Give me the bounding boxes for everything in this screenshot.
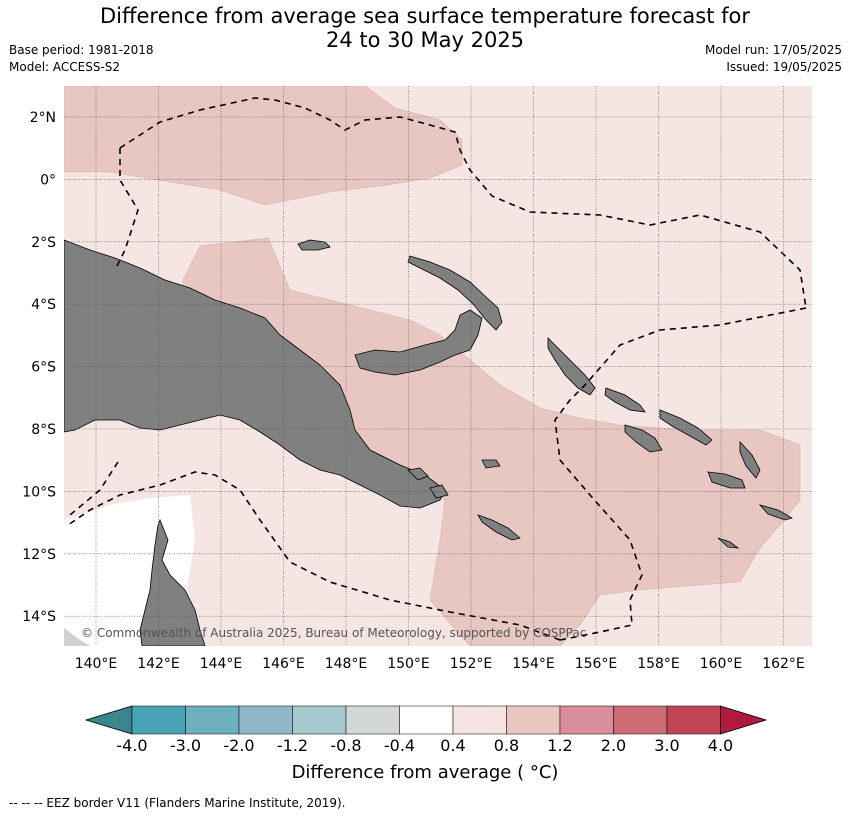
colorbar-segment	[559, 705, 614, 735]
colorbar-segment	[238, 705, 293, 735]
australia-land	[139, 518, 206, 646]
colorbar-extend-low	[84, 705, 133, 735]
longitude-label: 160°E	[700, 656, 743, 672]
base-period: Base period: 1981-2018	[9, 43, 154, 57]
colorbar-segment	[452, 705, 507, 735]
new-britain-land	[354, 309, 483, 376]
colorbar-tick-label: 2.0	[601, 736, 626, 755]
meta-right: Model run: 17/05/2025 Issued: 19/05/2025	[705, 42, 842, 76]
longitude-label: 158°E	[637, 656, 680, 672]
longitude-label: 154°E	[512, 656, 555, 672]
longitude-labels: 140°E 142°E 144°E 146°E 148°E 150°E 152°E 154°E…	[75, 656, 805, 672]
colorbar-tick-label: -1.2	[277, 736, 308, 755]
model-name: Model: ACCESS-S2	[9, 60, 121, 74]
latitude-label: 4°S	[31, 297, 56, 313]
model-run: Model run: 17/05/2025	[704, 43, 842, 57]
latitude-label: 10°S	[22, 484, 56, 500]
longitude-label: 142°E	[137, 656, 180, 672]
eez-footnote: -- -- -- EEZ border V11 (Flanders Marine…	[9, 796, 346, 810]
new-ireland-land	[407, 255, 503, 331]
latitude-label: 8°S	[31, 422, 56, 438]
map-title: Difference from average sea surface temp…	[0, 4, 850, 52]
longitude-label: 156°E	[575, 656, 618, 672]
latitude-label: 12°S	[22, 547, 56, 563]
map-graticule	[64, 86, 812, 646]
manus-land	[297, 239, 331, 251]
colorbar-segment	[345, 705, 400, 735]
colorbar-segment	[131, 705, 186, 735]
latitude-label: 2°S	[31, 235, 56, 251]
map-panel: © Commonwealth of Australia 2025, Bureau…	[64, 86, 812, 646]
colorbar	[84, 705, 768, 735]
colorbar-segment	[185, 705, 240, 735]
anomaly-patch-north	[64, 86, 463, 206]
colorbar-extend-high	[720, 705, 768, 735]
meta-left: Base period: 1981-2018 Model: ACCESS-S2	[9, 42, 154, 76]
colorbar-tick-label: 0.4	[440, 736, 465, 755]
colorbar-segment	[613, 705, 668, 735]
solomon-islands-land	[604, 387, 794, 549]
eez-borders	[67, 97, 807, 641]
d-entrecasteaux-islands	[407, 459, 521, 541]
colorbar-tick-label: -3.0	[170, 736, 201, 755]
colorbar-segment	[506, 705, 561, 735]
longitude-label: 146°E	[262, 656, 305, 672]
colorbar-segment	[292, 705, 347, 735]
title-line-1: Difference from average sea surface temp…	[100, 4, 750, 28]
colorbar-tick-label: -0.4	[384, 736, 415, 755]
longitude-label: 148°E	[325, 656, 368, 672]
colorbar-tick-label: 3.0	[654, 736, 679, 755]
colorbar-tick-label: -0.8	[330, 736, 361, 755]
colorbar-segment	[399, 705, 454, 735]
latitude-label: 0°	[40, 172, 56, 188]
latitude-label: 14°S	[22, 609, 56, 625]
copyright-text: © Commonwealth of Australia 2025, Bureau…	[81, 626, 586, 640]
australia-west-corner	[64, 628, 90, 646]
title-line-2: 24 to 30 May 2025	[325, 28, 525, 52]
colorbar-tick-label: 4.0	[708, 736, 733, 755]
longitude-label: 162°E	[762, 656, 805, 672]
latitude-labels: 2°N 0° 2°S 4°S 6°S 8°S 10°S 12°S 14°S	[22, 110, 56, 625]
longitude-label: 144°E	[200, 656, 243, 672]
longitude-label: 140°E	[75, 656, 118, 672]
latitude-label: 6°S	[31, 360, 56, 376]
colorbar-tick-label: 1.2	[547, 736, 572, 755]
colorbar-tick-label: -4.0	[116, 736, 147, 755]
colorbar-title: Difference from average ( °C)	[291, 762, 559, 783]
issued-date: Issued: 19/05/2025	[726, 60, 842, 74]
colorbar-tick-labels: -4.0 -3.0 -2.0 -1.2 -0.8 -0.4 0.4 0.8 1.2 2.0 3.0 4…	[116, 736, 733, 755]
longitude-label: 152°E	[450, 656, 493, 672]
colorbar-tick-label: 0.8	[494, 736, 519, 755]
colorbar-tick-label: -2.0	[223, 736, 254, 755]
colorbar-segment	[666, 705, 721, 735]
longitude-label: 150°E	[387, 656, 430, 672]
latitude-label: 2°N	[30, 110, 56, 126]
